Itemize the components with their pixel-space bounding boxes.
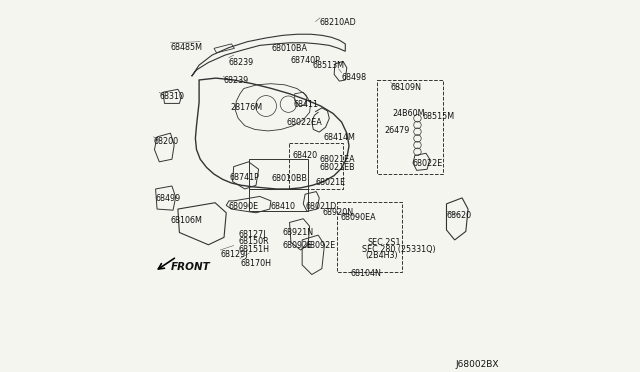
Text: 68151H: 68151H bbox=[238, 245, 269, 254]
Text: 68620: 68620 bbox=[447, 211, 472, 220]
Text: SEC.280 (25331Q): SEC.280 (25331Q) bbox=[362, 245, 435, 254]
Bar bbox=[289, 143, 343, 189]
Text: 68021D: 68021D bbox=[305, 202, 337, 211]
Text: 68420: 68420 bbox=[292, 151, 317, 160]
Text: 68410: 68410 bbox=[271, 202, 296, 211]
Text: 68092E: 68092E bbox=[306, 241, 336, 250]
Text: 68740P: 68740P bbox=[291, 56, 320, 65]
Bar bbox=[337, 202, 402, 272]
Text: 68411: 68411 bbox=[294, 100, 319, 109]
Text: 68239: 68239 bbox=[229, 58, 254, 67]
Text: 68200: 68200 bbox=[154, 137, 179, 146]
Bar bbox=[248, 189, 308, 211]
Text: 26479: 26479 bbox=[384, 126, 410, 135]
Text: 68090EA: 68090EA bbox=[340, 213, 376, 222]
Text: 68021E: 68021E bbox=[316, 178, 346, 187]
Text: 68498: 68498 bbox=[342, 73, 367, 81]
Text: 68022E: 68022E bbox=[412, 159, 442, 168]
Text: 68920N: 68920N bbox=[323, 208, 354, 217]
Text: 68090E: 68090E bbox=[229, 202, 259, 211]
Text: 68239: 68239 bbox=[223, 76, 248, 85]
Text: 68150R: 68150R bbox=[238, 237, 269, 246]
Text: 68921N: 68921N bbox=[282, 228, 313, 237]
Text: 68515M: 68515M bbox=[422, 112, 454, 121]
Text: 68010BA: 68010BA bbox=[271, 44, 308, 53]
Text: 68513M: 68513M bbox=[312, 61, 344, 70]
Text: 68170H: 68170H bbox=[240, 259, 271, 267]
Text: 68106M: 68106M bbox=[170, 216, 202, 225]
Text: 24B60M: 24B60M bbox=[392, 109, 425, 118]
Text: 68021EA: 68021EA bbox=[319, 155, 355, 164]
Text: 68741P: 68741P bbox=[230, 173, 260, 182]
Text: 68485M: 68485M bbox=[170, 43, 202, 52]
Text: 68092E: 68092E bbox=[282, 241, 312, 250]
Text: FRONT: FRONT bbox=[172, 262, 211, 272]
Text: 68499: 68499 bbox=[156, 194, 181, 203]
Text: J68002BX: J68002BX bbox=[455, 360, 499, 369]
Bar bbox=[250, 159, 308, 189]
Text: 68310: 68310 bbox=[159, 92, 184, 101]
Text: 68127J: 68127J bbox=[238, 230, 266, 239]
Text: 68021EB: 68021EB bbox=[319, 163, 355, 172]
Text: 68210AD: 68210AD bbox=[320, 18, 356, 27]
Text: 68022EA: 68022EA bbox=[287, 118, 323, 127]
Text: 68109N: 68109N bbox=[390, 83, 422, 92]
Text: SEC.2S1: SEC.2S1 bbox=[367, 238, 401, 247]
Text: 68010BB: 68010BB bbox=[271, 174, 308, 183]
Text: (2B4H3): (2B4H3) bbox=[365, 251, 398, 260]
Text: 68129J: 68129J bbox=[220, 250, 248, 259]
Bar bbox=[376, 80, 443, 174]
Text: 28176M: 28176M bbox=[231, 103, 263, 112]
Text: 68414M: 68414M bbox=[324, 133, 356, 142]
Text: 68104N: 68104N bbox=[351, 269, 381, 278]
